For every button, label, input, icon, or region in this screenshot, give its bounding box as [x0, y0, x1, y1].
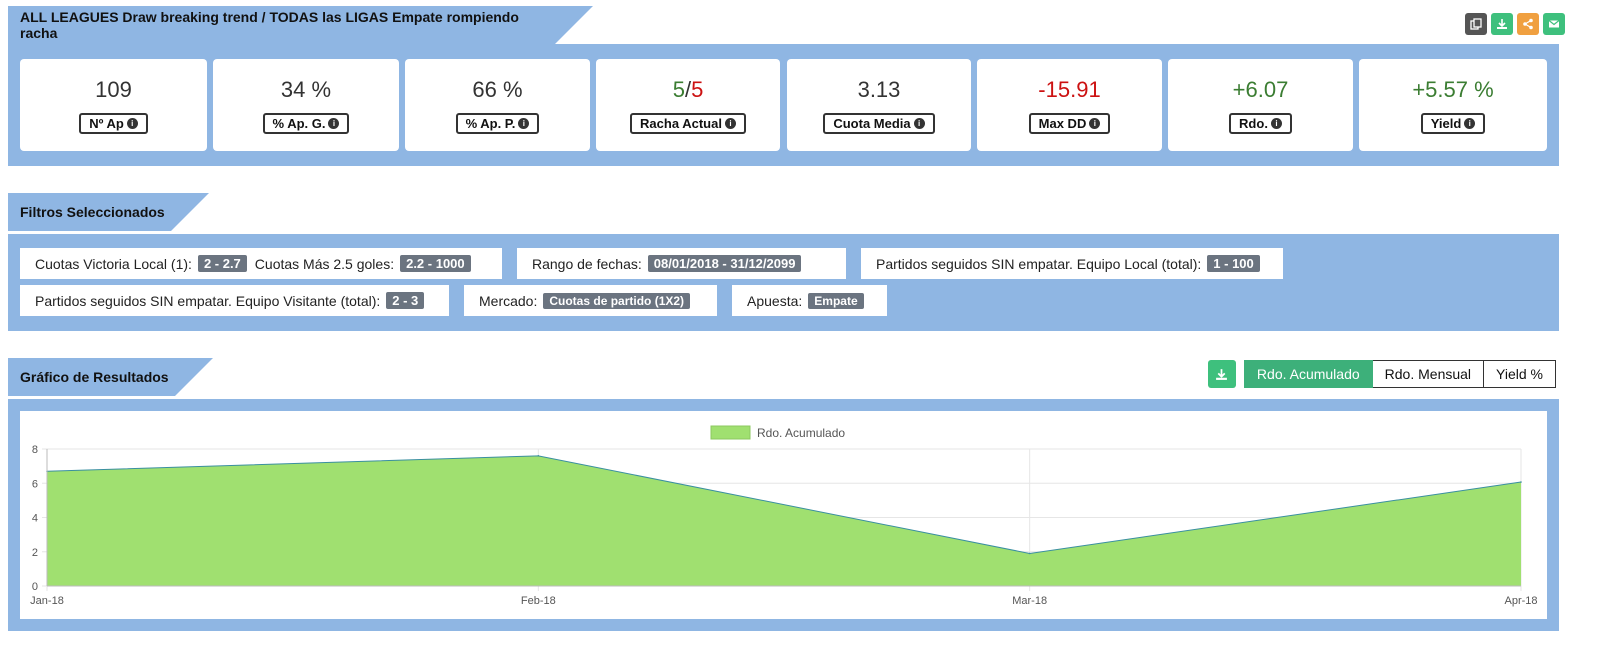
- filter-badge: 1 - 100: [1207, 255, 1260, 272]
- stat-label[interactable]: Max DD i: [1028, 113, 1111, 134]
- page-title-tab: ALL LEAGUES Draw breaking trend / TODAS …: [8, 6, 593, 44]
- stat-label[interactable]: % Ap. P. i: [455, 113, 540, 134]
- stat-value: 66 %: [472, 77, 523, 102]
- filters-panel: Cuotas Victoria Local (1): 2 - 2.7 Cuota…: [8, 234, 1559, 331]
- results-chart: 0 2 4 6 8 Jan-18 Feb-18 Mar-18 Apr-18 Rdo. Acumul…: [30, 425, 1538, 607]
- legend-swatch: [710, 425, 751, 440]
- filter-badge: Cuotas de partido (1X2): [543, 292, 691, 309]
- info-icon: i: [328, 118, 340, 129]
- filter-chip-apuesta: Apuesta: Empate: [732, 285, 887, 316]
- stat-value: 34 %: [280, 77, 332, 102]
- stat-value: -15.91: [1038, 77, 1101, 102]
- filter-badge: 2.2 - 1000: [400, 255, 471, 272]
- stat-card-cuota-media: 3.13 Cuota Media i: [787, 59, 971, 151]
- x-tick-label: Mar-18: [1012, 595, 1047, 607]
- stat-value: 3.13: [857, 77, 901, 102]
- filter-badge: 08/01/2018 - 31/12/2099: [647, 255, 802, 272]
- copy-icon: [1470, 18, 1482, 30]
- filter-chip-visitante: Partidos seguidos SIN empatar. Equipo Vi…: [20, 285, 449, 316]
- y-tick-label: 4: [32, 513, 38, 525]
- data-point: [537, 455, 540, 457]
- info-icon: i: [724, 118, 736, 129]
- stat-card-ap-g: 34 % % Ap. G. i: [213, 59, 399, 151]
- filter-chip-fechas: Rango de fechas: 08/01/2018 - 31/12/2099: [517, 248, 846, 279]
- chart-area: 0 2 4 6 8 Jan-18 Feb-18 Mar-18 Apr-18 Rdo. Acumul…: [20, 411, 1547, 619]
- stat-card-ap-p: 66 % % Ap. P. i: [405, 59, 590, 151]
- download-icon: [1497, 19, 1507, 29]
- filter-chip-cuotas: Cuotas Victoria Local (1): 2 - 2.7 Cuota…: [20, 248, 502, 279]
- filter-badge: 2 - 3: [386, 292, 425, 309]
- top-toolbar: [1465, 13, 1565, 35]
- page-title: ALL LEAGUES Draw breaking trend / TODAS …: [20, 9, 519, 41]
- tab-rdo-mensual[interactable]: Rdo. Mensual: [1372, 360, 1485, 388]
- tab-yield[interactable]: Yield %: [1484, 360, 1556, 388]
- envelope-icon: [1548, 20, 1560, 28]
- stat-value: +6.07: [1232, 77, 1289, 102]
- stat-card-rdo: +6.07 Rdo. i: [1168, 59, 1353, 151]
- download-icon: [1216, 368, 1228, 380]
- info-icon: i: [126, 118, 138, 129]
- email-button[interactable]: [1543, 13, 1565, 35]
- legend-label: Rdo. Acumulado: [757, 426, 845, 440]
- chart-download-button[interactable]: [1207, 360, 1236, 388]
- filters-title-tab: Filtros Seleccionados: [8, 193, 209, 231]
- filter-badge: Empate: [808, 292, 864, 309]
- x-tick-label: Feb-18: [521, 595, 556, 607]
- chart-title: Gráfico de Resultados: [20, 369, 169, 385]
- stat-card-num-ap: 109 Nº Ap i: [20, 59, 207, 151]
- copy-button[interactable]: [1465, 13, 1487, 35]
- share-button[interactable]: [1517, 13, 1539, 35]
- stat-label[interactable]: Cuota Media i: [823, 113, 935, 134]
- stat-label[interactable]: % Ap. G. i: [262, 113, 350, 134]
- stat-card-yield: +5.57 % Yield i: [1359, 59, 1547, 151]
- stat-label[interactable]: Nº Ap i: [79, 113, 148, 134]
- info-icon: i: [1089, 118, 1101, 129]
- stat-value: 109: [95, 77, 132, 102]
- y-tick-label: 8: [32, 444, 38, 456]
- share-icon: [1523, 18, 1533, 30]
- stat-value: 5/5: [672, 77, 704, 102]
- stat-label[interactable]: Yield i: [1420, 113, 1486, 134]
- stat-value: +5.57 %: [1412, 77, 1494, 102]
- info-icon: i: [518, 118, 530, 129]
- filter-badge: 2 - 2.7: [197, 255, 247, 272]
- x-tick-label: Apr-18: [1504, 595, 1537, 607]
- info-icon: i: [1270, 118, 1282, 129]
- x-tick-label: Jan-18: [30, 595, 64, 607]
- stat-card-racha-actual: 5/5 Racha Actual i: [596, 59, 780, 151]
- chart-panel: 0 2 4 6 8 Jan-18 Feb-18 Mar-18 Apr-18 Rdo. Acumul…: [8, 399, 1559, 631]
- series-area: [47, 455, 1521, 586]
- stat-label[interactable]: Racha Actual i: [630, 113, 746, 134]
- data-point: [1520, 481, 1522, 483]
- y-tick-label: 0: [32, 581, 38, 593]
- download-button[interactable]: [1491, 13, 1513, 35]
- series-line: [46, 455, 1522, 554]
- chart-controls: Rdo. Acumulado Rdo. Mensual Yield %: [1207, 360, 1556, 388]
- filter-chip-mercado: Mercado: Cuotas de partido (1X2): [464, 285, 717, 316]
- y-tick-label: 6: [32, 478, 38, 490]
- tab-rdo-acumulado[interactable]: Rdo. Acumulado: [1243, 360, 1373, 388]
- y-tick-label: 2: [32, 547, 38, 559]
- info-icon: i: [913, 118, 925, 129]
- filters-title: Filtros Seleccionados: [20, 204, 165, 220]
- stat-label[interactable]: Rdo. i: [1229, 113, 1292, 134]
- stats-panel: 109 Nº Ap i 34 % % Ap. G. i 66 % % Ap. P. i…: [8, 44, 1559, 166]
- info-icon: i: [1464, 118, 1476, 129]
- chart-title-tab: Gráfico de Resultados: [8, 358, 213, 396]
- stat-card-max-dd: -15.91 Max DD i: [977, 59, 1162, 151]
- filter-chip-local: Partidos seguidos SIN empatar. Equipo Lo…: [861, 248, 1283, 279]
- data-point: [1028, 552, 1031, 555]
